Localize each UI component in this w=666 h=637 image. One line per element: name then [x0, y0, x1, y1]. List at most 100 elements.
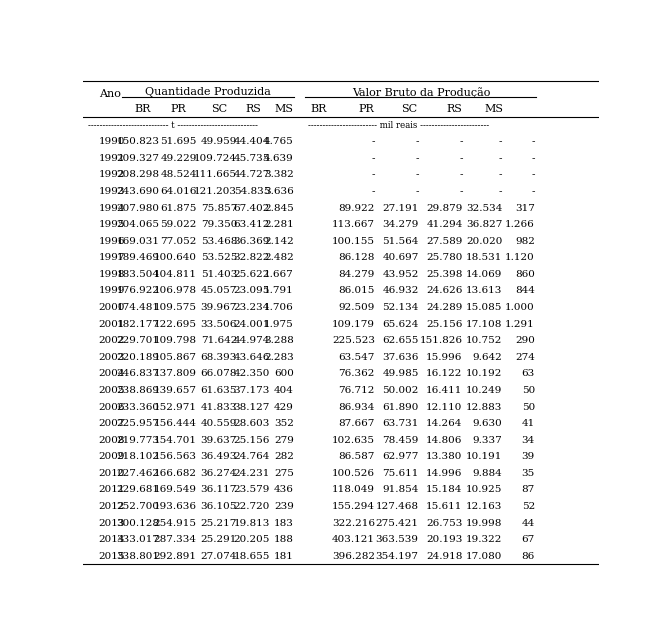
Text: 24.001: 24.001 — [234, 320, 270, 329]
Text: 2013: 2013 — [99, 519, 125, 527]
Text: 9.630: 9.630 — [473, 419, 502, 428]
Text: 92.509: 92.509 — [338, 303, 375, 312]
Text: 45.057: 45.057 — [200, 287, 237, 296]
Text: 4.765: 4.765 — [264, 138, 294, 147]
Text: 43.646: 43.646 — [234, 353, 270, 362]
Text: 246.837: 246.837 — [117, 369, 160, 378]
Text: 600: 600 — [274, 369, 294, 378]
Text: 36.827: 36.827 — [466, 220, 502, 229]
Text: 2.283: 2.283 — [264, 353, 294, 362]
Text: 50: 50 — [521, 386, 535, 395]
Text: 51.403: 51.403 — [200, 270, 237, 279]
Text: 17.108: 17.108 — [466, 320, 502, 329]
Text: 19.322: 19.322 — [466, 535, 502, 544]
Text: 1991: 1991 — [99, 154, 125, 163]
Text: 48.524: 48.524 — [161, 171, 197, 180]
Text: 32.534: 32.534 — [466, 204, 502, 213]
Text: 91.854: 91.854 — [382, 485, 419, 494]
Text: -: - — [372, 154, 375, 163]
Text: 53.525: 53.525 — [200, 254, 237, 262]
Text: 25.156: 25.156 — [234, 436, 270, 445]
Text: -: - — [415, 171, 419, 180]
Text: Valor Bruto da Produção: Valor Bruto da Produção — [352, 87, 490, 97]
Text: 19.998: 19.998 — [466, 519, 502, 527]
Text: 86.015: 86.015 — [338, 287, 375, 296]
Text: 4.639: 4.639 — [264, 154, 294, 163]
Text: 287.334: 287.334 — [154, 535, 197, 544]
Text: 229.681: 229.681 — [117, 485, 160, 494]
Text: 19.813: 19.813 — [234, 519, 270, 527]
Text: 860: 860 — [515, 270, 535, 279]
Text: 15.085: 15.085 — [466, 303, 502, 312]
Text: 64.016: 64.016 — [161, 187, 197, 196]
Text: 1.791: 1.791 — [264, 287, 294, 296]
Text: 239: 239 — [274, 502, 294, 511]
Text: 61.875: 61.875 — [161, 204, 197, 213]
Text: 46.932: 46.932 — [382, 287, 419, 296]
Text: 13.613: 13.613 — [466, 287, 502, 296]
Text: 225.523: 225.523 — [332, 336, 375, 345]
Text: 155.294: 155.294 — [332, 502, 375, 511]
Text: 1998: 1998 — [99, 270, 125, 279]
Text: 352: 352 — [274, 419, 294, 428]
Text: 1995: 1995 — [99, 220, 125, 229]
Text: 75.857: 75.857 — [200, 204, 237, 213]
Text: 1992: 1992 — [99, 171, 125, 180]
Text: RS: RS — [446, 104, 462, 113]
Text: -: - — [499, 154, 502, 163]
Text: 10.191: 10.191 — [466, 452, 502, 461]
Text: 338.801: 338.801 — [117, 552, 160, 561]
Text: 62.655: 62.655 — [382, 336, 419, 345]
Text: 1.120: 1.120 — [505, 254, 535, 262]
Text: 188: 188 — [274, 535, 294, 544]
Text: 87.667: 87.667 — [338, 419, 375, 428]
Text: 63.547: 63.547 — [338, 353, 375, 362]
Text: 49.229: 49.229 — [161, 154, 197, 163]
Text: 44.727: 44.727 — [234, 171, 270, 180]
Text: 29.879: 29.879 — [426, 204, 463, 213]
Text: 1990: 1990 — [99, 138, 125, 147]
Text: 42.350: 42.350 — [234, 369, 270, 378]
Text: 152.971: 152.971 — [154, 403, 197, 412]
Text: 300.128: 300.128 — [117, 519, 160, 527]
Text: 1.975: 1.975 — [264, 320, 294, 329]
Text: ------------------------ mil reais ------------------------: ------------------------ mil reais -----… — [308, 121, 489, 130]
Text: 1.706: 1.706 — [264, 303, 294, 312]
Text: -: - — [415, 187, 419, 196]
Text: 36.369: 36.369 — [234, 237, 270, 246]
Text: 89.922: 89.922 — [338, 204, 375, 213]
Text: 219.773: 219.773 — [117, 436, 160, 445]
Text: 25.291: 25.291 — [200, 535, 237, 544]
Text: 40.697: 40.697 — [382, 254, 419, 262]
Text: MS: MS — [274, 104, 293, 113]
Text: 20.020: 20.020 — [466, 237, 502, 246]
Text: 20.205: 20.205 — [234, 535, 270, 544]
Text: MS: MS — [485, 104, 503, 113]
Text: 33.506: 33.506 — [200, 320, 237, 329]
Text: 25.780: 25.780 — [426, 254, 463, 262]
Text: PR: PR — [358, 104, 374, 113]
Text: 41.294: 41.294 — [426, 220, 463, 229]
Text: 292.891: 292.891 — [154, 552, 197, 561]
Text: 1994: 1994 — [99, 204, 125, 213]
Text: 3.636: 3.636 — [264, 187, 294, 196]
Text: 87: 87 — [521, 485, 535, 494]
Text: -: - — [459, 138, 463, 147]
Text: 37.636: 37.636 — [382, 353, 419, 362]
Text: 1999: 1999 — [99, 287, 125, 296]
Text: 322.216: 322.216 — [332, 519, 375, 527]
Text: 844: 844 — [515, 287, 535, 296]
Text: 127.468: 127.468 — [376, 502, 419, 511]
Text: 208.298: 208.298 — [117, 171, 160, 180]
Text: 396.282: 396.282 — [332, 552, 375, 561]
Text: 209.327: 209.327 — [117, 154, 160, 163]
Text: 61.890: 61.890 — [382, 403, 419, 412]
Text: 53.468: 53.468 — [200, 237, 237, 246]
Text: 49.959: 49.959 — [200, 138, 237, 147]
Text: 176.922: 176.922 — [117, 287, 160, 296]
Text: 25.156: 25.156 — [426, 320, 463, 329]
Text: 25.398: 25.398 — [426, 270, 463, 279]
Text: 61.635: 61.635 — [200, 386, 237, 395]
Text: 363.539: 363.539 — [376, 535, 419, 544]
Text: 100.526: 100.526 — [332, 469, 375, 478]
